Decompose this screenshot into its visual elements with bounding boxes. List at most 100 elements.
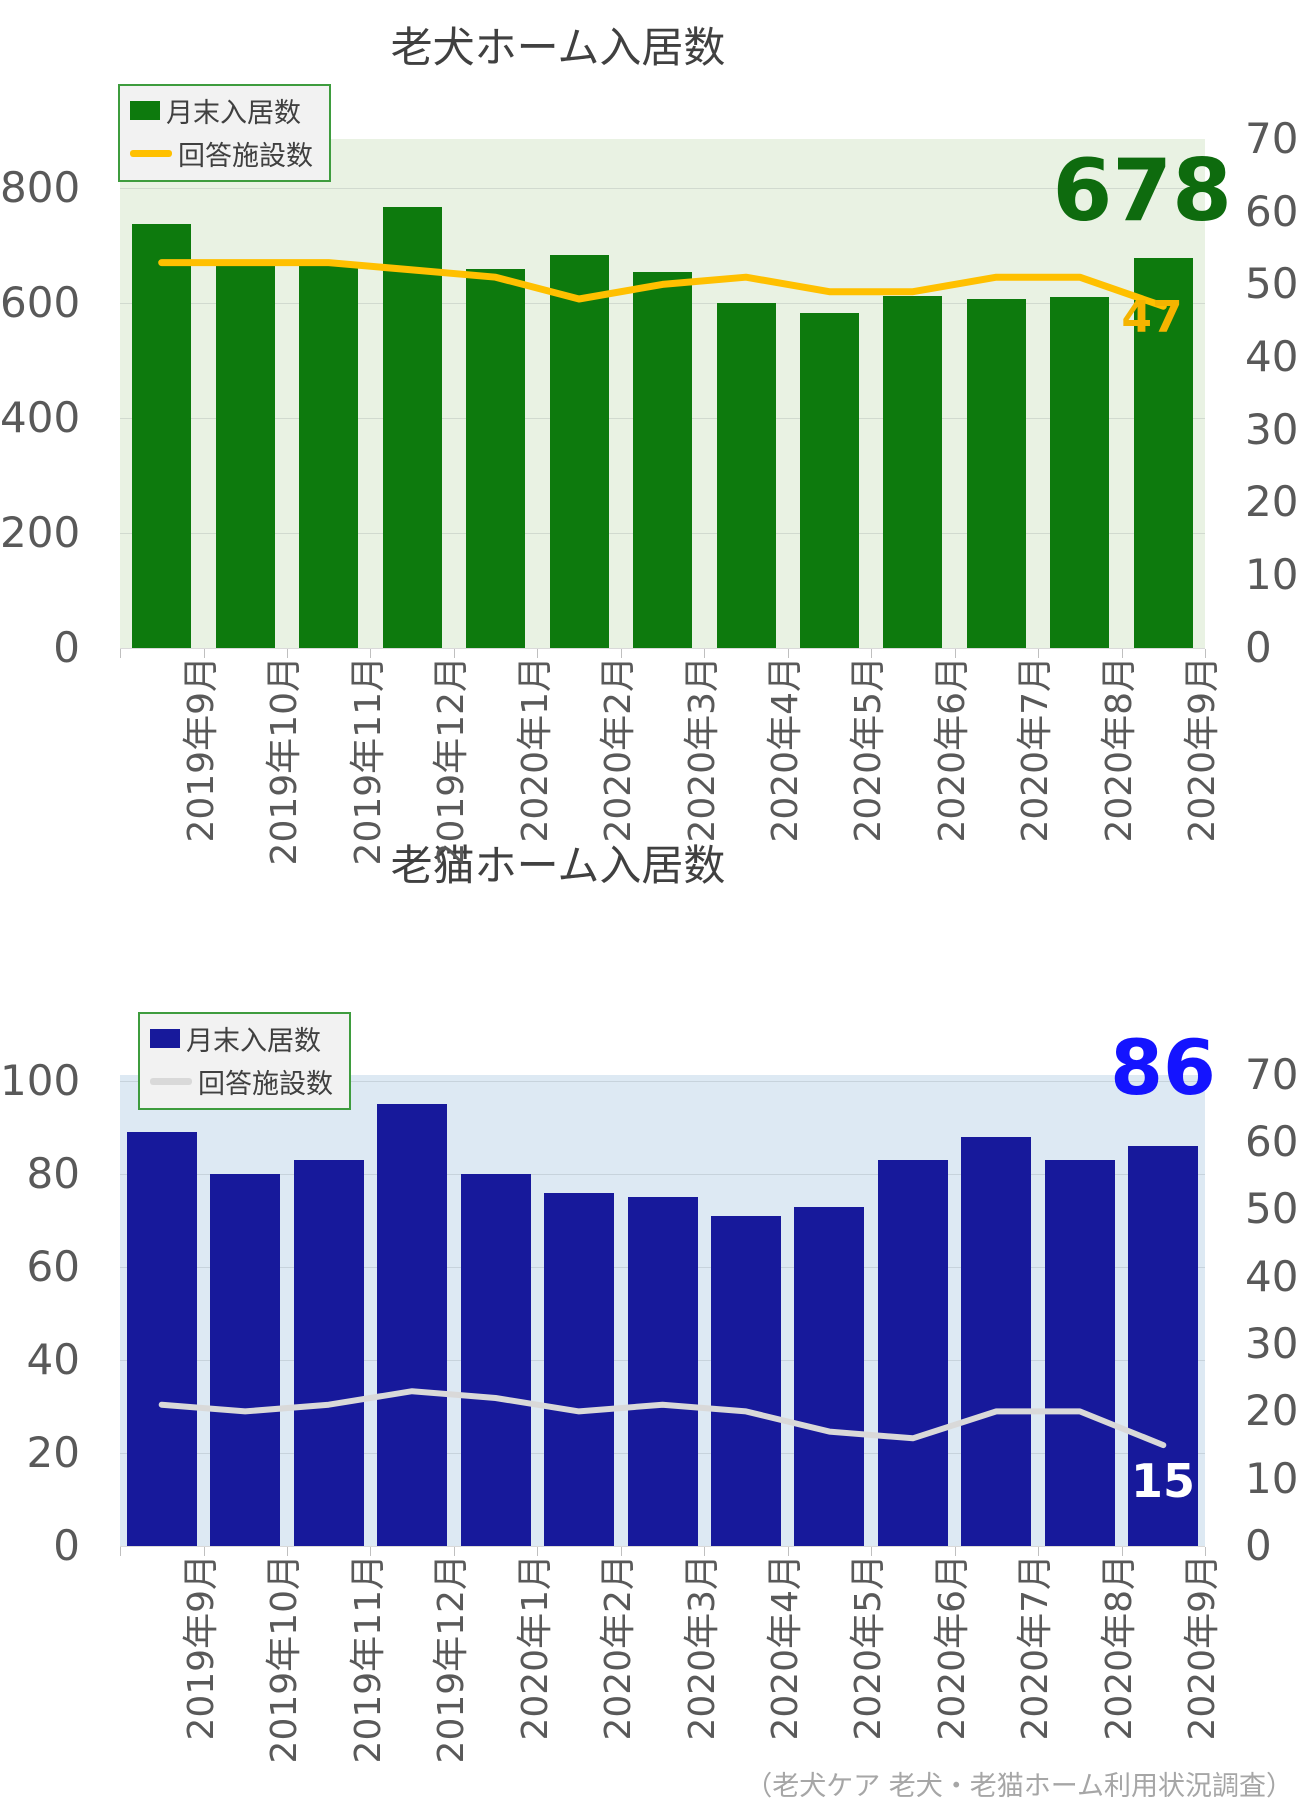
bar-swatch-icon [130, 101, 160, 120]
bar [544, 1192, 614, 1546]
category-label: 2020年1月 [514, 656, 556, 843]
category-label: 2020年3月 [681, 656, 723, 843]
legend-bar-label: 月末入居数 [186, 1026, 321, 1057]
category-label: 2020年3月 [681, 1554, 723, 1741]
right-axis-tick-label: 0 [1245, 622, 1272, 672]
bar [627, 1197, 698, 1546]
axis-tick [1121, 649, 1123, 658]
dog-last-bar-value: 678 [1052, 141, 1232, 241]
category-label: 2020年2月 [598, 1554, 640, 1741]
bar [382, 207, 442, 648]
bar [711, 1215, 781, 1546]
line-swatch-icon [130, 150, 172, 157]
category-label: 2020年4月 [764, 656, 806, 843]
bar [1128, 1146, 1199, 1546]
dog-last-line-value: 47 [1121, 292, 1183, 343]
axis-tick [203, 649, 205, 658]
axis-tick [620, 649, 622, 658]
category-label: 2020年6月 [931, 656, 973, 843]
left-axis-tick-label: 60 [26, 1241, 80, 1291]
axis-tick [704, 649, 706, 658]
axis-tick [704, 1547, 706, 1556]
bar [299, 263, 359, 648]
axis-tick [954, 649, 956, 658]
bar [1044, 1160, 1115, 1546]
left-axis-tick-label: 0 [53, 622, 80, 672]
axis-tick [1121, 1547, 1123, 1556]
category-label: 2020年7月 [1015, 1554, 1057, 1741]
left-axis-tick-label: 600 [0, 277, 81, 327]
axis-tick [286, 649, 288, 658]
cat-chart-title: 老猫ホーム入居数 [390, 841, 726, 890]
category-label: 2020年1月 [514, 1554, 556, 1741]
left-axis-tick-label: 200 [0, 507, 81, 557]
line-swatch-icon [150, 1078, 192, 1085]
axis-tick [537, 1547, 539, 1556]
category-label: 2020年6月 [931, 1554, 973, 1741]
bar [377, 1104, 448, 1546]
bar [961, 1136, 1032, 1546]
cat-last-line-value: 15 [1130, 1454, 1195, 1508]
cat-last-bar-value: 86 [1110, 1023, 1216, 1112]
category-label: 2019年12月 [431, 1554, 473, 1764]
left-axis-tick-label: 0 [53, 1520, 80, 1570]
axis-tick [203, 1547, 205, 1556]
axis-tick [370, 1547, 372, 1556]
legend-bar-label: 月末入居数 [166, 98, 301, 129]
axis-tick [787, 1547, 789, 1556]
category-label: 2019年11月 [347, 1554, 389, 1764]
bar [549, 254, 609, 648]
category-label: 2019年9月 [180, 656, 222, 843]
axis-tick [453, 649, 455, 658]
category-label: 2020年7月 [1015, 656, 1057, 843]
category-label: 2020年9月 [1182, 656, 1224, 843]
left-axis-tick-label: 400 [0, 392, 81, 442]
right-axis-tick-label: 30 [1245, 1319, 1299, 1369]
category-label: 2020年5月 [848, 1554, 890, 1741]
bar [460, 1174, 531, 1546]
category-label: 2019年12月 [431, 656, 473, 866]
bar [1133, 258, 1193, 648]
left-axis-tick-label: 40 [26, 1334, 80, 1384]
category-label: 2019年10月 [264, 1554, 306, 1764]
axis-tick [453, 1547, 455, 1556]
category-label: 2020年8月 [1098, 656, 1140, 843]
axis-tick [620, 1547, 622, 1556]
axis-tick [787, 649, 789, 658]
bar-swatch-icon [150, 1029, 180, 1048]
dog-chart-title: 老犬ホーム入居数 [390, 23, 726, 72]
bar [132, 223, 192, 648]
bar [716, 302, 776, 648]
left-axis-tick-label: 20 [26, 1427, 80, 1477]
right-axis-tick-label: 50 [1245, 1184, 1299, 1234]
axis-tick [871, 1547, 873, 1556]
line-series [158, 259, 1167, 310]
axis-tick [1038, 1547, 1040, 1556]
left-axis-tick-label: 800 [0, 162, 81, 212]
axis-tick [370, 649, 372, 658]
line-series [158, 1388, 1167, 1449]
legend-item-bar: 月末入居数 [150, 1019, 333, 1058]
legend-item-bar: 月末入居数 [130, 91, 313, 130]
right-axis-tick-label: 60 [1245, 1117, 1299, 1167]
axis-tick [954, 1547, 956, 1556]
category-label: 2019年9月 [180, 1554, 222, 1741]
right-axis-tick-label: 10 [1245, 550, 1299, 600]
left-axis-tick-label: 100 [0, 1055, 81, 1105]
right-axis-tick-label: 70 [1245, 1049, 1299, 1099]
category-label: 2019年11月 [347, 656, 389, 866]
source-caption: （老犬ケア 老犬・老猫ホーム利用状況調査） [745, 1771, 1293, 1802]
bar [215, 264, 275, 648]
category-label: 2020年9月 [1182, 1554, 1224, 1741]
left-axis-tick-label: 80 [26, 1148, 80, 1198]
right-axis-tick-label: 50 [1245, 259, 1299, 309]
axis-baseline [120, 1546, 1205, 1547]
bar [966, 298, 1026, 648]
right-axis-tick-label: 40 [1245, 1251, 1299, 1301]
bar [877, 1160, 948, 1546]
axis-tick [537, 649, 539, 658]
gridline [120, 1081, 1205, 1082]
bar [794, 1206, 865, 1546]
right-axis-tick-label: 60 [1245, 186, 1299, 236]
